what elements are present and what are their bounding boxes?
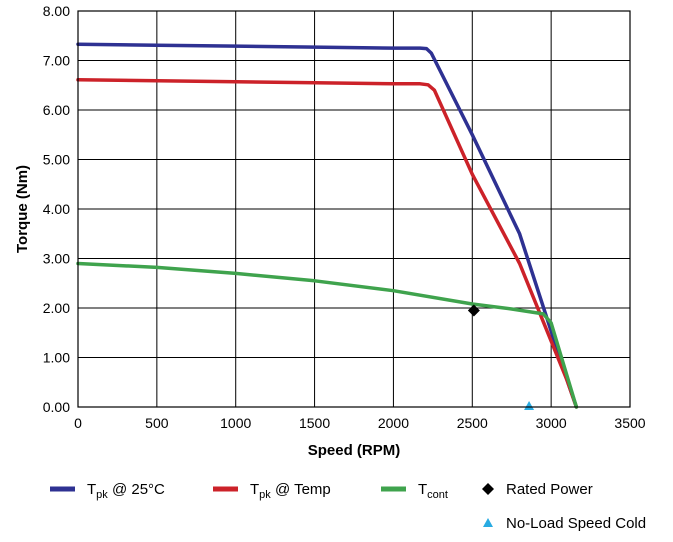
series-lines <box>76 42 579 409</box>
series-line-pk <box>76 42 579 409</box>
x-tick-label: 0 <box>74 415 82 431</box>
no-load-speed-marker <box>524 401 535 410</box>
y-tick-label: 8.00 <box>43 3 70 19</box>
y-tick-label: 4.00 <box>43 201 70 217</box>
legend: Tpk @ 25°C Tpk @ Temp Tcont Rated Power No-L… <box>50 481 646 532</box>
y-tick-label: 3.00 <box>43 251 70 267</box>
x-tick-label: 1500 <box>299 415 330 431</box>
legend-label-pk: Tpk @ 25°C <box>87 481 165 501</box>
markers <box>467 304 535 410</box>
y-tick-label: 1.00 <box>43 350 70 366</box>
x-tick-label: 2000 <box>378 415 409 431</box>
x-tick-labels: 0 500 1000 1500 2000 2500 3000 3500 <box>74 415 646 431</box>
rated-power-marker <box>467 304 480 317</box>
y-tick-label: 6.00 <box>43 102 70 118</box>
y-tick-labels: 0.00 1.00 2.00 3.00 4.00 5.00 6.00 7.00 8.00 <box>43 3 70 415</box>
series-line-cont <box>76 261 579 409</box>
y-tick-label: 5.00 <box>43 152 70 168</box>
x-tick-label: 2500 <box>457 415 488 431</box>
x-axis-label: Speed (RPM) <box>308 442 401 459</box>
y-tick-label: 2.00 <box>43 300 70 316</box>
y-axis-label: Torque (Nm) <box>14 165 31 253</box>
legend-label-no-load-speed: No-Load Speed Cold <box>506 515 646 532</box>
x-tick-label: 3000 <box>536 415 567 431</box>
legend-label-pk: Tpk @ Temp <box>250 481 331 501</box>
legend-no-load-icon <box>483 518 493 527</box>
legend-rated-power-icon <box>482 483 494 495</box>
plot-frame <box>77 10 631 408</box>
series-line-pk <box>76 78 579 409</box>
y-tick-label: 0.00 <box>43 399 70 415</box>
x-tick-label: 3500 <box>614 415 645 431</box>
legend-label-rated-power: Rated Power <box>506 481 593 498</box>
legend-label-cont: Tcont <box>418 481 448 501</box>
x-tick-label: 1000 <box>220 415 251 431</box>
x-tick-label: 500 <box>145 415 169 431</box>
grid <box>77 10 631 408</box>
y-tick-label: 7.00 <box>43 53 70 69</box>
